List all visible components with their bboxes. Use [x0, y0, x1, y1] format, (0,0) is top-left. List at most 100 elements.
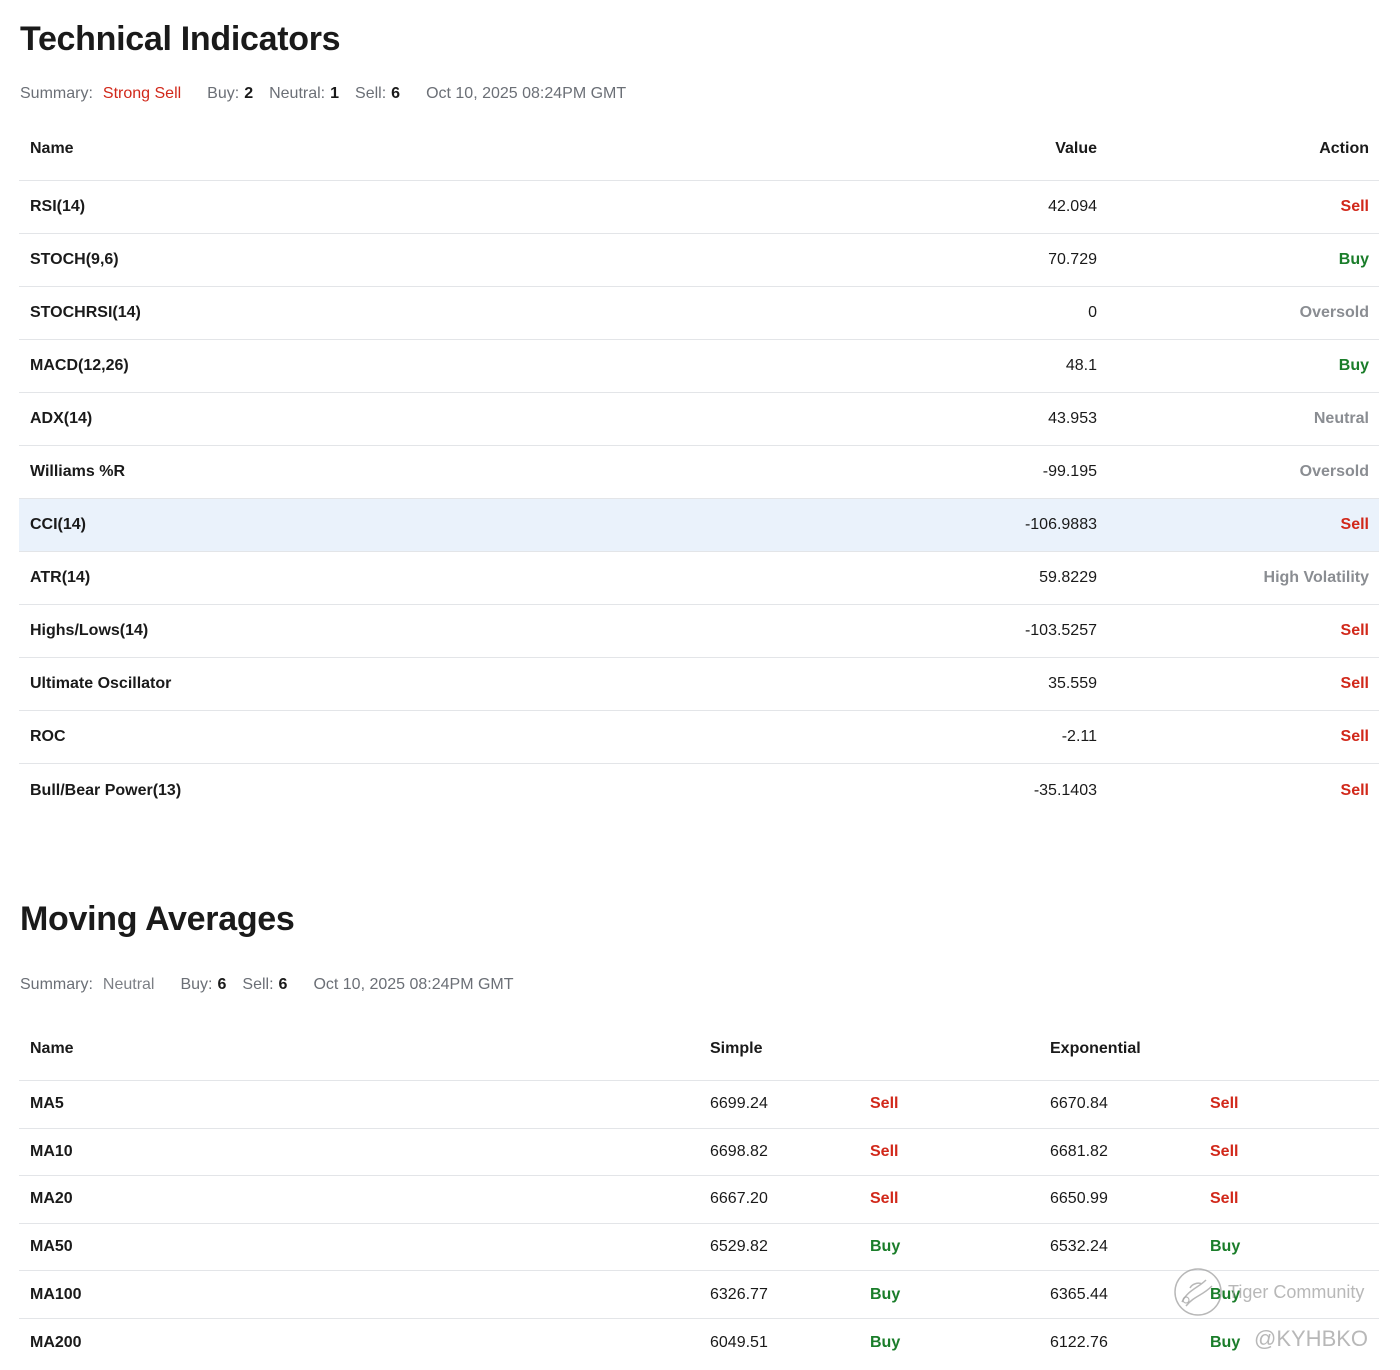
buy-count: 2 [244, 85, 254, 102]
indicator-name: STOCH(9,6) [30, 251, 119, 268]
indicator-value: 43.953 [1048, 410, 1097, 427]
technical-summary: Summary: Strong Sell Buy: 2 Neutral: 1 S… [20, 85, 626, 103]
indicator-action: Sell [1340, 781, 1369, 799]
ma-name: MA5 [30, 1095, 64, 1113]
technical-indicators-title: Technical Indicators [20, 20, 341, 58]
indicator-action: Sell [1340, 516, 1369, 533]
simple-value: 6667.20 [710, 1190, 768, 1208]
column-header-name[interactable]: Name [30, 140, 74, 157]
moving-averages-title: Moving Averages [20, 900, 295, 938]
summary-value: Strong Sell [102, 85, 182, 102]
ma-name: MA200 [30, 1333, 82, 1351]
indicator-name: STOCHRSI(14) [30, 304, 141, 321]
exponential-action: Sell [1210, 1095, 1239, 1113]
exponential-action: Buy [1210, 1333, 1241, 1351]
table-row[interactable]: STOCHRSI(14) 0 Oversold [19, 287, 1379, 340]
summary-timestamp: Oct 10, 2025 08:24PM GMT [426, 85, 627, 102]
indicator-action: Sell [1340, 622, 1369, 639]
indicator-value: -106.9883 [1024, 516, 1097, 533]
summary-label: Summary: [20, 85, 93, 102]
table-row[interactable]: MA200 6049.51 Buy 6122.76 Buy [19, 1319, 1379, 1367]
simple-value: 6698.82 [710, 1142, 768, 1160]
buy-label: Buy: [207, 85, 240, 102]
column-header-simple[interactable]: Simple [710, 1040, 763, 1057]
simple-action: Sell [870, 1190, 899, 1208]
column-header-name[interactable]: Name [30, 1040, 74, 1057]
summary-value: Neutral [102, 976, 155, 993]
table-row[interactable]: MA20 6667.20 Sell 6650.99 Sell [19, 1176, 1379, 1224]
indicator-name: CCI(14) [30, 516, 87, 533]
indicator-value: 70.729 [1048, 251, 1097, 268]
simple-value: 6049.51 [710, 1333, 768, 1351]
exponential-value: 6681.82 [1050, 1142, 1108, 1160]
summary-timestamp: Oct 10, 2025 08:24PM GMT [313, 976, 514, 993]
exponential-action: Buy [1210, 1285, 1241, 1303]
table-row[interactable]: MA10 6698.82 Sell 6681.82 Sell [19, 1129, 1379, 1177]
column-header-value[interactable]: Value [1055, 140, 1097, 157]
indicator-name: Williams %R [30, 463, 125, 480]
indicator-action: Sell [1340, 728, 1369, 745]
indicator-action: Oversold [1299, 304, 1369, 321]
buy-label: Buy: [180, 976, 213, 993]
simple-action: Sell [870, 1095, 899, 1113]
table-row[interactable]: MACD(12,26) 48.1 Buy [19, 340, 1379, 393]
sell-label: Sell: [355, 85, 387, 102]
exponential-value: 6650.99 [1050, 1190, 1108, 1208]
indicator-name: Ultimate Oscillator [30, 675, 172, 692]
indicator-action: Neutral [1313, 410, 1369, 427]
summary-label: Summary: [20, 976, 93, 993]
column-header-exponential[interactable]: Exponential [1050, 1040, 1141, 1057]
exponential-value: 6122.76 [1050, 1333, 1108, 1351]
table-row[interactable]: MA5 6699.24 Sell 6670.84 Sell [19, 1081, 1379, 1129]
indicator-name: Highs/Lows(14) [30, 622, 149, 639]
indicator-value: 0 [1088, 304, 1097, 321]
indicator-name: ATR(14) [30, 569, 91, 586]
sell-label: Sell: [242, 976, 274, 993]
simple-action: Buy [870, 1333, 901, 1351]
table-header: Name Simple Exponential [19, 1018, 1379, 1081]
indicator-value: 35.559 [1048, 675, 1097, 692]
table-row[interactable]: Ultimate Oscillator 35.559 Sell [19, 658, 1379, 711]
neutral-label: Neutral: [269, 85, 326, 102]
simple-value: 6699.24 [710, 1095, 768, 1113]
sell-count: 6 [278, 976, 288, 993]
exponential-action: Sell [1210, 1190, 1239, 1208]
exponential-action: Buy [1210, 1238, 1241, 1256]
table-header: Name Value Action [19, 118, 1379, 181]
exponential-value: 6670.84 [1050, 1095, 1108, 1113]
table-body: MA5 6699.24 Sell 6670.84 Sell MA10 6698.82 Sell… [19, 1081, 1379, 1367]
table-row[interactable]: ATR(14) 59.8229 High Volatility [19, 552, 1379, 605]
table-row[interactable]: Highs/Lows(14) -103.5257 Sell [19, 605, 1379, 658]
technical-indicators-table: Name Value Action RSI(14) 42.094 Sell STOCH… [19, 118, 1379, 817]
table-row[interactable]: RSI(14) 42.094 Sell [19, 181, 1379, 234]
ma-name: MA50 [30, 1238, 73, 1256]
table-row[interactable]: ADX(14) 43.953 Neutral [19, 393, 1379, 446]
table-row[interactable]: ROC -2.11 Sell [19, 711, 1379, 764]
column-header-action[interactable]: Action [1319, 140, 1369, 157]
table-row[interactable]: CCI(14) -106.9883 Sell [19, 499, 1379, 552]
indicator-action: High Volatility [1263, 569, 1369, 586]
buy-count: 6 [217, 976, 227, 993]
indicator-value: 59.8229 [1039, 569, 1097, 586]
indicator-action: Sell [1340, 675, 1369, 692]
table-row[interactable]: Bull/Bear Power(13) -35.1403 Sell [19, 764, 1379, 817]
table-row[interactable]: STOCH(9,6) 70.729 Buy [19, 234, 1379, 287]
ma-name: MA10 [30, 1142, 73, 1160]
indicator-name: MACD(12,26) [30, 357, 129, 374]
moving-averages-table: Name Simple Exponential MA5 6699.24 Sell 66… [19, 1018, 1379, 1367]
table-row[interactable]: MA50 6529.82 Buy 6532.24 Buy [19, 1224, 1379, 1272]
indicator-name: ADX(14) [30, 410, 93, 427]
simple-action: Sell [870, 1142, 899, 1160]
indicator-name: RSI(14) [30, 198, 86, 215]
table-row[interactable]: Williams %R -99.195 Oversold [19, 446, 1379, 499]
indicator-value: -103.5257 [1024, 622, 1097, 639]
indicator-value: 42.094 [1048, 198, 1097, 215]
indicator-value: -99.195 [1042, 463, 1097, 480]
sell-count: 6 [391, 85, 401, 102]
moving-averages-summary: Summary: Neutral Buy: 6 Sell: 6 Oct 10, … [20, 976, 514, 994]
table-body: RSI(14) 42.094 Sell STOCH(9,6) 70.729 Buy STOC… [19, 181, 1379, 817]
simple-value: 6529.82 [710, 1238, 768, 1256]
table-row[interactable]: MA100 6326.77 Buy 6365.44 Buy [19, 1271, 1379, 1319]
indicator-action: Oversold [1299, 463, 1369, 480]
indicator-name: Bull/Bear Power(13) [30, 781, 182, 799]
